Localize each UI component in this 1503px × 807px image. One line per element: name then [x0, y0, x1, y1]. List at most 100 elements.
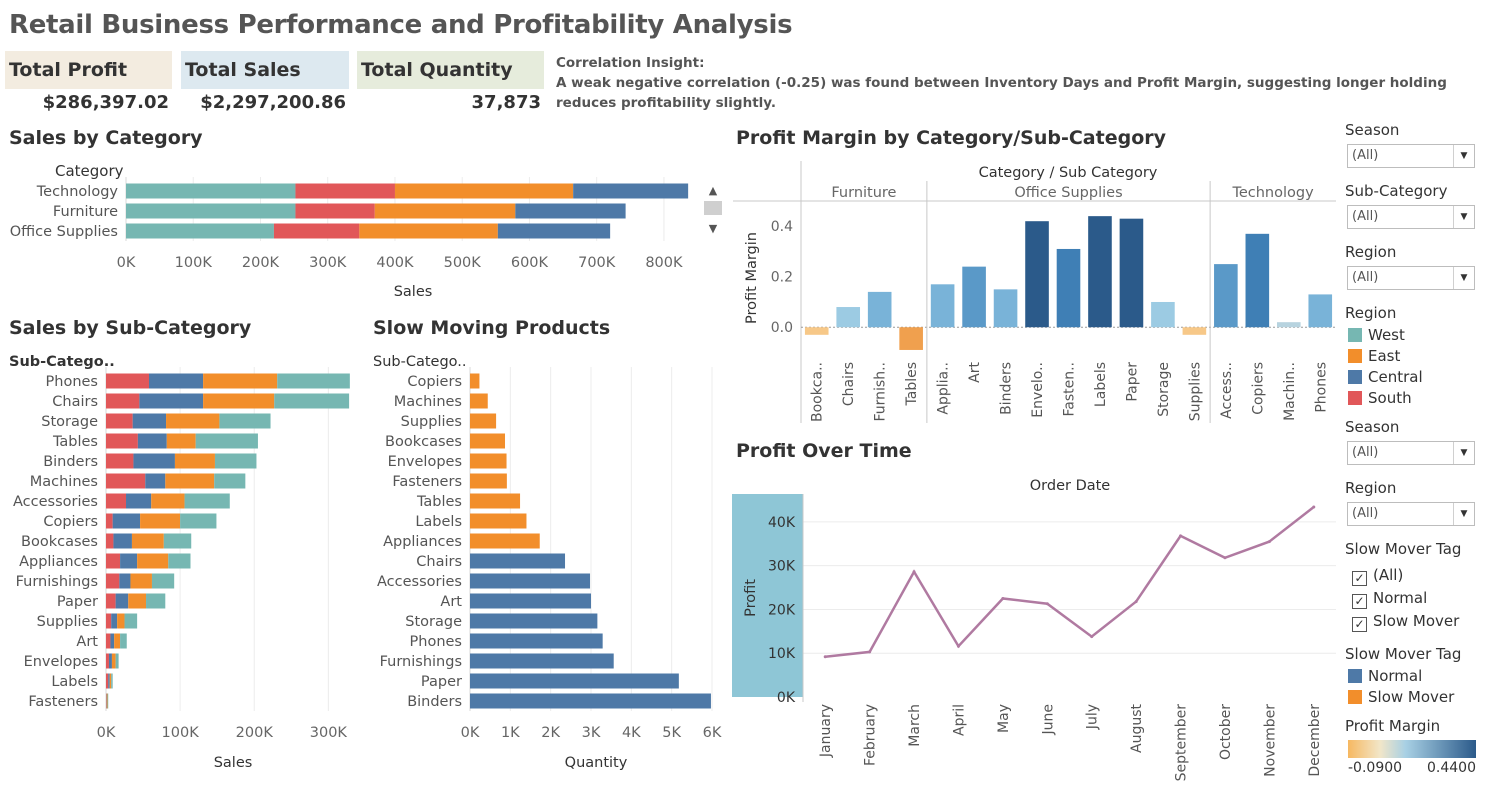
bar-appliances-south[interactable]: [106, 553, 121, 569]
scroll-down-icon[interactable]: ▼: [709, 222, 718, 235]
bar-art[interactable]: [470, 593, 591, 609]
bar-envelopes-south[interactable]: [106, 653, 109, 669]
bar-furnishings-south[interactable]: [106, 573, 120, 589]
bar-technology-west[interactable]: [126, 183, 296, 199]
bar-copiers-south[interactable]: [106, 513, 113, 529]
bar-furnishings[interactable]: [470, 653, 614, 669]
chevron-down-icon[interactable]: ▼: [1453, 442, 1474, 464]
scroll-up-icon[interactable]: ▲: [709, 184, 718, 197]
chevron-down-icon[interactable]: ▼: [1453, 267, 1474, 289]
point-april[interactable]: [956, 644, 960, 648]
bar-supplies[interactable]: [470, 413, 497, 429]
bar-chairs[interactable]: [470, 553, 566, 569]
bar-storage-east[interactable]: [166, 413, 220, 429]
bar-labels-east[interactable]: [109, 673, 112, 689]
legend-item-east[interactable]: East: [1348, 347, 1400, 365]
bar-copiers-west[interactable]: [180, 513, 217, 529]
checkmark-icon[interactable]: ✓: [1352, 617, 1367, 632]
bar-labels-west[interactable]: [111, 673, 113, 689]
chevron-down-icon[interactable]: ▼: [1453, 206, 1474, 228]
season-dropdown[interactable]: (All) ▼: [1347, 144, 1475, 168]
bar-machines-south[interactable]: [106, 473, 146, 489]
bar-furniture-west[interactable]: [126, 203, 296, 219]
bar-accessories[interactable]: [470, 573, 591, 589]
bar-office-supplies-central[interactable]: [497, 223, 611, 239]
bar-chairs[interactable]: [836, 307, 861, 328]
bar-art-south[interactable]: [106, 633, 111, 649]
bar-bookcases[interactable]: [470, 433, 506, 449]
point-august[interactable]: [1134, 600, 1138, 604]
legend-item-slow-mover[interactable]: Slow Mover: [1348, 688, 1454, 706]
bar-phones-east[interactable]: [203, 373, 278, 389]
bar-envelopes[interactable]: [470, 453, 507, 469]
season-dropdown-2[interactable]: (All) ▼: [1347, 441, 1475, 465]
bar-storage[interactable]: [1151, 301, 1175, 328]
bar-appliances-west[interactable]: [168, 553, 191, 569]
bar-labels[interactable]: [1088, 216, 1112, 328]
checkmark-icon[interactable]: ✓: [1352, 594, 1367, 609]
region-dropdown-2[interactable]: (All) ▼: [1347, 502, 1475, 526]
bar-art-west[interactable]: [120, 633, 127, 649]
checkbox-normal[interactable]: ✓ Normal: [1352, 589, 1427, 609]
bar-art-central[interactable]: [110, 633, 115, 649]
bar-tables-central[interactable]: [137, 433, 167, 449]
bar-applia[interactable]: [930, 284, 955, 328]
bar-accessories-east[interactable]: [151, 493, 185, 509]
bar-envelopes-west[interactable]: [115, 653, 119, 669]
bar-machines-central[interactable]: [145, 473, 166, 489]
bar-paper-east[interactable]: [128, 593, 147, 609]
bar-paper[interactable]: [1119, 218, 1144, 328]
bar-bookca[interactable]: [804, 327, 829, 335]
legend-item-normal[interactable]: Normal: [1348, 667, 1422, 685]
point-february[interactable]: [868, 650, 872, 654]
point-may[interactable]: [1001, 597, 1005, 600]
checkmark-icon[interactable]: ✓: [1352, 571, 1367, 586]
bar-envelopes-east[interactable]: [111, 653, 116, 669]
bar-bookcases-east[interactable]: [131, 533, 164, 549]
bar-technology-south[interactable]: [295, 183, 395, 199]
bar-labels[interactable]: [470, 513, 527, 529]
bar-fasteners-east[interactable]: [106, 693, 108, 709]
bar-tables-west[interactable]: [195, 433, 258, 449]
bar-phones[interactable]: [1308, 294, 1333, 328]
bar-accessories-south[interactable]: [106, 493, 127, 509]
bar-supplies-central[interactable]: [111, 613, 118, 629]
bar-tables[interactable]: [899, 327, 923, 350]
bar-furniture-central[interactable]: [515, 203, 626, 219]
bar-chairs-west[interactable]: [274, 393, 350, 409]
bar-binders-east[interactable]: [174, 453, 215, 469]
legend-item-central[interactable]: Central: [1348, 368, 1423, 386]
bar-supplies[interactable]: [1182, 327, 1207, 335]
bar-bookcases-west[interactable]: [163, 533, 192, 549]
bar-binders-central[interactable]: [133, 453, 175, 469]
bar-fasteners[interactable]: [470, 473, 507, 489]
bar-storage-west[interactable]: [219, 413, 271, 429]
bar-phones-west[interactable]: [277, 373, 350, 389]
bar-storage-central[interactable]: [132, 413, 167, 429]
bar-access[interactable]: [1214, 264, 1238, 328]
bar-machines-west[interactable]: [214, 473, 246, 489]
bar-storage[interactable]: [470, 613, 598, 629]
bar-furniture-east[interactable]: [374, 203, 516, 219]
bar-tables-east[interactable]: [166, 433, 196, 449]
bar-furnish[interactable]: [867, 291, 892, 328]
bar-bookcases-south[interactable]: [106, 533, 114, 549]
bar-tables[interactable]: [470, 493, 521, 509]
bar-envelopes-central[interactable]: [108, 653, 112, 669]
checkbox-all[interactable]: ✓ (All): [1352, 566, 1403, 586]
bar-machin[interactable]: [1276, 322, 1301, 328]
bar-furnishings-west[interactable]: [151, 573, 175, 589]
bar-furnishings-east[interactable]: [130, 573, 152, 589]
bar-chairs-central[interactable]: [139, 393, 204, 409]
bar-copiers-east[interactable]: [140, 513, 181, 529]
bar-accessories-central[interactable]: [126, 493, 152, 509]
bar-storage-south[interactable]: [106, 413, 133, 429]
bar-technology-central[interactable]: [573, 183, 689, 199]
bar-machines-east[interactable]: [165, 473, 215, 489]
point-december[interactable]: [1312, 505, 1316, 509]
bar-copiers[interactable]: [1245, 233, 1270, 328]
bar-art[interactable]: [962, 266, 986, 328]
checkbox-slow-mover[interactable]: ✓ Slow Mover: [1352, 612, 1459, 632]
point-june[interactable]: [1045, 602, 1049, 606]
point-october[interactable]: [1223, 556, 1227, 560]
